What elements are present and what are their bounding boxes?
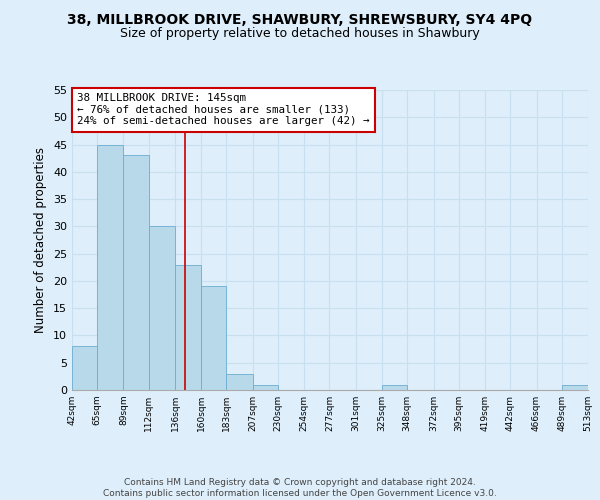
Bar [382,384,407,390]
Bar [72,346,97,390]
Bar [149,226,175,390]
Text: 38, MILLBROOK DRIVE, SHAWBURY, SHREWSBURY, SY4 4PQ: 38, MILLBROOK DRIVE, SHAWBURY, SHREWSBUR… [67,12,533,26]
Bar [253,384,278,390]
Bar [124,156,149,390]
Y-axis label: Number of detached properties: Number of detached properties [34,147,47,333]
Text: 38 MILLBROOK DRIVE: 145sqm
← 76% of detached houses are smaller (133)
24% of sem: 38 MILLBROOK DRIVE: 145sqm ← 76% of deta… [77,93,370,126]
Bar [175,264,201,390]
Bar [97,144,124,390]
Text: Size of property relative to detached houses in Shawbury: Size of property relative to detached ho… [120,28,480,40]
Bar [562,384,588,390]
Bar [201,286,226,390]
Bar [226,374,253,390]
Text: Contains HM Land Registry data © Crown copyright and database right 2024.
Contai: Contains HM Land Registry data © Crown c… [103,478,497,498]
